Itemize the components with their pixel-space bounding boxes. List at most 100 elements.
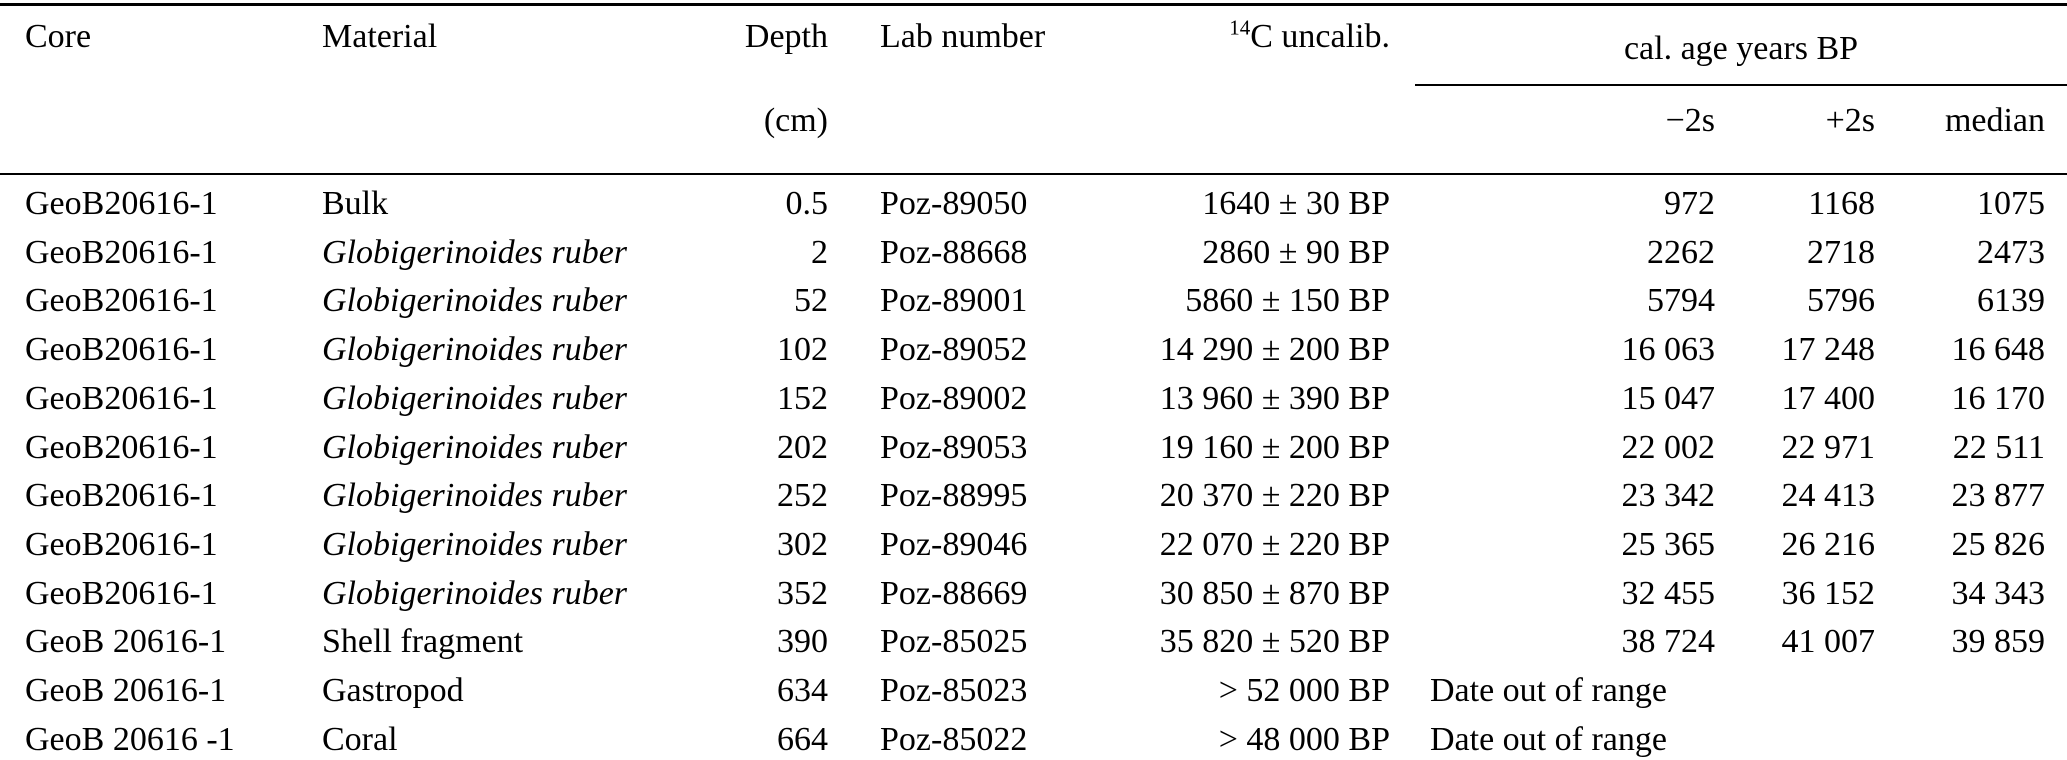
- c14-age-cell: > 52 000 BP: [1218, 672, 1390, 710]
- c14-age-cell: 5860 ± 150 BP: [1185, 282, 1390, 320]
- plus-2s-cell: 24 413: [1781, 477, 1876, 515]
- lab-number-cell: Poz-85023: [880, 672, 1028, 710]
- lab-number-cell: Poz-89002: [880, 379, 1028, 417]
- depth-cell: 664: [777, 720, 828, 758]
- c14-age-cell: 1640 ± 30 BP: [1202, 185, 1390, 222]
- out-of-range-note-cell: Date out of range: [1430, 720, 1667, 758]
- c14-age-cell: 35 820 ± 520 BP: [1159, 623, 1390, 661]
- header-spacer-core: [0, 88, 322, 175]
- material-cell: Globigerinoides ruber: [322, 282, 628, 320]
- minus-2s-cell: 972: [1664, 185, 1715, 222]
- minus-2s-cell: 25 365: [1621, 525, 1716, 563]
- depth-cell: 152: [777, 379, 828, 417]
- median-cell: 34 343: [1951, 574, 2046, 612]
- table-row: GeoB20616-1 Globigerinoides ruber 2 Poz-886…: [0, 229, 2067, 278]
- col-header-median: median: [1875, 88, 2067, 175]
- lab-number-cell: Poz-89050: [880, 185, 1028, 222]
- core-cell: GeoB20616-1: [25, 282, 218, 320]
- table-row: GeoB20616-1 Globigerinoides ruber 252 Poz-8…: [0, 472, 2067, 521]
- lab-number-cell: Poz-88669: [880, 574, 1028, 612]
- median-cell: 6139: [1977, 282, 2046, 320]
- depth-cell: 352: [777, 574, 828, 612]
- median-cell: 22 511: [1952, 428, 2046, 466]
- col-header-lab-number: Lab number: [880, 18, 1046, 55]
- minus-2s-cell: 15 047: [1621, 379, 1716, 417]
- header-spacer-lab: [828, 88, 1068, 175]
- material-cell: Globigerinoides ruber: [322, 477, 628, 515]
- depth-cell: 634: [777, 672, 828, 710]
- table-row: GeoB 20616 -1 Coral 664 Poz-85022 > 48 000 B…: [0, 716, 2067, 760]
- plus-2s-cell: 22 971: [1781, 428, 1876, 466]
- minus-2s-cell: 23 342: [1621, 477, 1716, 515]
- header-row-1: Core Material Depth Lab number 14C uncal…: [0, 5, 2067, 89]
- material-cell: Gastropod: [322, 672, 464, 710]
- core-cell: GeoB 20616 -1: [25, 720, 235, 758]
- median-cell: 23 877: [1951, 477, 2046, 515]
- depth-cell: 0.5: [785, 185, 829, 222]
- material-cell: Globigerinoides ruber: [322, 574, 628, 612]
- median-cell: 2473: [1977, 233, 2046, 271]
- material-cell: Globigerinoides ruber: [322, 428, 628, 466]
- plus-2s-cell: 5796: [1807, 282, 1875, 320]
- core-cell: GeoB 20616-1: [25, 623, 227, 661]
- core-cell: GeoB20616-1: [25, 574, 218, 612]
- cal-age-group-label: cal. age years BP: [1415, 18, 2067, 86]
- depth-cell: 102: [777, 331, 828, 369]
- material-cell: Globigerinoides ruber: [322, 233, 628, 271]
- table-header: Core Material Depth Lab number 14C uncal…: [0, 5, 2067, 175]
- table-row: GeoB 20616-1 Gastropod 634 Poz-85023 > 52 00…: [0, 667, 2067, 716]
- header-row-2: (cm) −2s +2s median: [0, 88, 2067, 175]
- table-row: GeoB20616-1 Globigerinoides ruber 202 Poz-8…: [0, 424, 2067, 473]
- minus-2s-cell: 32 455: [1621, 574, 1716, 612]
- col-header-c14-uncalib: 14C uncalib.: [1068, 5, 1390, 89]
- depth-cell: 2: [811, 233, 828, 271]
- col-header-material: Material: [322, 18, 438, 55]
- table-row: GeoB20616-1 Globigerinoides ruber 102 Poz-8…: [0, 326, 2067, 375]
- table-row: GeoB20616-1 Globigerinoides ruber 152 Poz-8…: [0, 375, 2067, 424]
- minus-2s-cell: 16 063: [1621, 331, 1716, 369]
- core-cell: GeoB 20616-1: [25, 672, 227, 710]
- lab-number-cell: Poz-85022: [880, 720, 1028, 758]
- material-cell: Shell fragment: [322, 623, 524, 661]
- col-header-depth: Depth: [744, 18, 828, 55]
- minus-2s-cell: 2262: [1647, 233, 1715, 271]
- c14-age-cell: > 48 000 BP: [1218, 720, 1390, 758]
- col-header-minus-2s: −2s: [1390, 88, 1715, 175]
- lab-number-cell: Poz-89001: [880, 282, 1028, 320]
- c14-age-cell: 14 290 ± 200 BP: [1159, 331, 1390, 369]
- median-cell: 16 648: [1951, 331, 2046, 369]
- lab-number-cell: Poz-89052: [880, 331, 1028, 369]
- median-cell: 39 859: [1951, 623, 2046, 661]
- c14-age-cell: 13 960 ± 390 BP: [1159, 379, 1390, 417]
- core-cell: GeoB20616-1: [25, 331, 218, 369]
- table-row: GeoB20616-1 Bulk 0.5 Poz-89050 1640 ± 30 BP 9…: [0, 174, 2067, 229]
- lab-number-cell: Poz-88668: [880, 233, 1028, 271]
- plus-2s-cell: 26 216: [1781, 525, 1876, 563]
- header-spacer-c14: [1068, 88, 1390, 175]
- table-row: GeoB20616-1 Globigerinoides ruber 302 Poz-8…: [0, 521, 2067, 570]
- core-cell: GeoB20616-1: [25, 428, 218, 466]
- plus-2s-cell: 1168: [1808, 185, 1875, 222]
- minus-2s-cell: 5794: [1647, 282, 1715, 320]
- table-row: GeoB20616-1 Globigerinoides ruber 52 Poz-89…: [0, 277, 2067, 326]
- lab-number-cell: Poz-89046: [880, 525, 1028, 563]
- core-cell: GeoB20616-1: [25, 379, 218, 417]
- depth-cell: 52: [794, 282, 828, 320]
- material-cell: Globigerinoides ruber: [322, 331, 628, 369]
- c14-age-cell: 20 370 ± 220 BP: [1159, 477, 1390, 515]
- plus-2s-cell: 17 400: [1781, 379, 1876, 417]
- c14-age-cell: 30 850 ± 870 BP: [1159, 574, 1390, 612]
- out-of-range-note-cell: Date out of range: [1430, 672, 1667, 710]
- material-cell: Coral: [322, 720, 398, 758]
- material-cell: Globigerinoides ruber: [322, 379, 628, 417]
- core-cell: GeoB20616-1: [25, 477, 218, 515]
- header-spacer-material: [322, 88, 730, 175]
- table-body: GeoB20616-1 Bulk 0.5 Poz-89050 1640 ± 30 BP 9…: [0, 174, 2067, 760]
- c14-label: C uncalib.: [1250, 18, 1390, 55]
- minus-2s-cell: 22 002: [1621, 428, 1716, 466]
- col-group-cal-age: cal. age years BP: [1390, 5, 2067, 89]
- material-cell: Bulk: [322, 185, 389, 222]
- core-cell: GeoB20616-1: [25, 525, 218, 563]
- material-cell: Globigerinoides ruber: [322, 525, 628, 563]
